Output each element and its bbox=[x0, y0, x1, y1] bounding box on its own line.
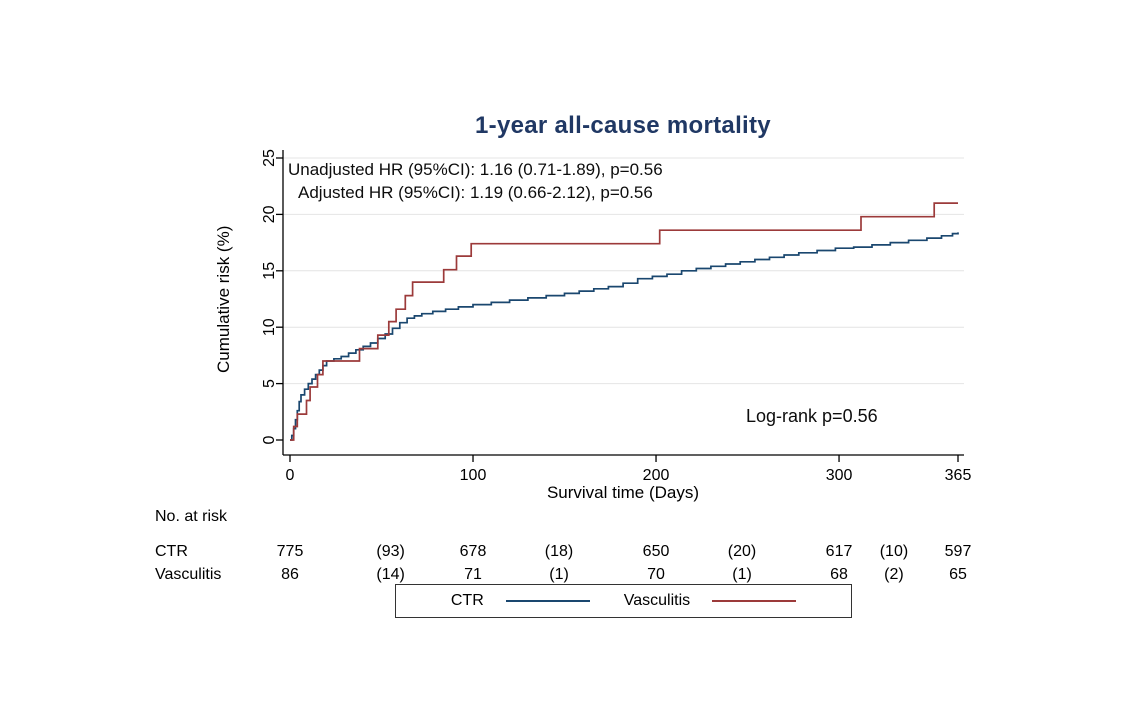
x-tick-label: 0 bbox=[286, 467, 295, 484]
adjusted-hr-annotation: Adjusted HR (95%CI): 1.19 (0.66-2.12), p… bbox=[298, 183, 653, 202]
x-tick-label: 365 bbox=[945, 467, 972, 484]
legend-label: Vasculitis bbox=[623, 592, 691, 609]
risk-cell: 775 bbox=[276, 543, 304, 560]
risk-cell: 70 bbox=[647, 566, 665, 583]
x-tick-label: 200 bbox=[643, 467, 670, 484]
risk-cell: 678 bbox=[459, 543, 487, 560]
risk-cell: (18) bbox=[544, 543, 574, 560]
legend-item: Vasculitis bbox=[623, 592, 797, 610]
risk-cell: (14) bbox=[376, 566, 405, 583]
legend-item: CTR bbox=[451, 592, 590, 610]
x-axis-label: Survival time (Days) bbox=[546, 483, 700, 502]
risk-cell: (1) bbox=[732, 566, 752, 583]
y-tick-label: 5 bbox=[261, 379, 278, 388]
logrank-annotation: Log-rank p=0.56 bbox=[746, 406, 878, 426]
unadjusted-hr-annotation: Unadjusted HR (95%CI): 1.16 (0.71-1.89),… bbox=[288, 160, 663, 179]
risk-row-label: CTR bbox=[155, 543, 188, 560]
risk-cell: 71 bbox=[464, 566, 482, 583]
y-axis-label: Cumulative risk (%) bbox=[214, 225, 233, 373]
risk-cell: (93) bbox=[376, 543, 405, 560]
risk-cell: 86 bbox=[281, 566, 299, 583]
y-tick-label: 0 bbox=[261, 435, 278, 444]
risk-cell: 650 bbox=[642, 543, 670, 560]
x-tick-label: 100 bbox=[460, 467, 487, 484]
risk-cell: (10) bbox=[879, 543, 909, 560]
y-tick-label: 15 bbox=[261, 262, 278, 280]
x-tick-label: 300 bbox=[826, 467, 853, 484]
series-line-vasculitis bbox=[290, 202, 958, 441]
legend: CTR Vasculitis bbox=[395, 584, 852, 618]
y-tick-label: 25 bbox=[261, 149, 278, 167]
legend-line-sample bbox=[712, 600, 797, 602]
chart-title: 1-year all-cause mortality bbox=[475, 112, 771, 139]
risk-cell: 617 bbox=[825, 543, 853, 560]
risk-cell: (20) bbox=[727, 543, 757, 560]
risk-row-label: Vasculitis bbox=[155, 566, 222, 583]
legend-label: CTR bbox=[450, 592, 484, 609]
risk-cell: 65 bbox=[949, 566, 967, 583]
risk-cell: (1) bbox=[549, 566, 569, 583]
risk-table-header: No. at risk bbox=[155, 508, 228, 525]
risk-cell: (2) bbox=[884, 566, 904, 583]
legend-line-sample bbox=[505, 600, 590, 602]
y-tick-label: 10 bbox=[261, 318, 278, 336]
y-tick-label: 20 bbox=[261, 205, 278, 223]
risk-cell: 68 bbox=[830, 566, 848, 583]
risk-cell: 597 bbox=[944, 543, 972, 560]
